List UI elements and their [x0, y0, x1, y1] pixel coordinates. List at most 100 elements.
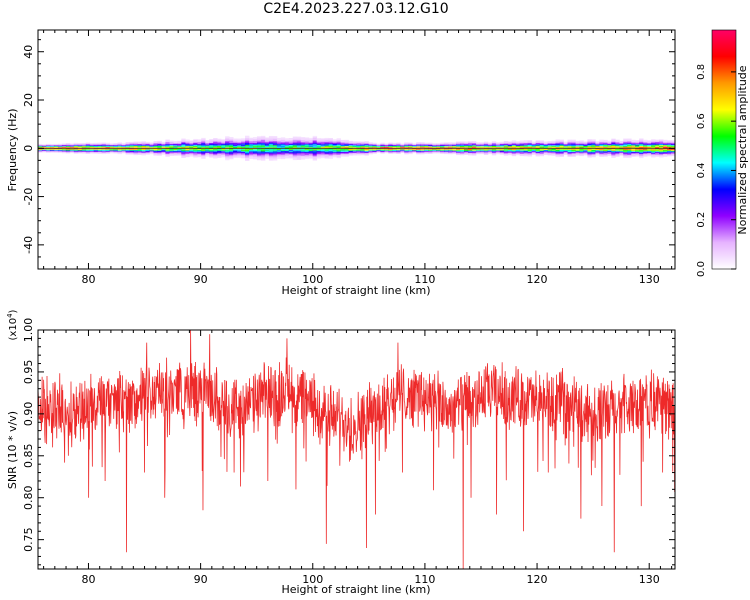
heatmap-cell [571, 153, 576, 155]
heatmap-cell [467, 141, 473, 143]
heatmap-cell [655, 154, 660, 155]
heatmap-cell [201, 139, 206, 141]
heatmap-cell [511, 145, 517, 147]
heatmap-cell [221, 156, 226, 158]
heatmap-cell [551, 142, 556, 144]
heatmap-cell [651, 142, 656, 144]
heatmap-cell [165, 156, 170, 157]
heatmap-cell [579, 152, 584, 153]
heatmap-cell [344, 143, 349, 145]
chart-title: C2E4.2023.227.03.12.G10 [263, 1, 449, 17]
heatmap-cell [264, 153, 270, 155]
heatmap-cell [583, 153, 588, 155]
heatmap-cell [615, 141, 620, 143]
heatmap-cell [153, 151, 158, 153]
heatmap-cell [249, 142, 254, 143]
heatmap-cell [133, 150, 138, 151]
heatmap-cell [272, 146, 278, 148]
heatmap-cell [623, 139, 628, 141]
heatmap-cell [137, 153, 142, 154]
heatmap-cell [499, 148, 505, 150]
heatmap-cell [507, 153, 513, 155]
heatmap-cell [607, 152, 612, 153]
heatmap-cell [296, 144, 302, 146]
heatmap-cell [221, 146, 226, 148]
spectrogram-heatmap [38, 135, 675, 161]
heatmap-cell [292, 147, 298, 149]
heatmap-cell [201, 148, 206, 150]
heatmap-cell [316, 144, 322, 145]
heatmap-cell [157, 148, 162, 150]
heatmap-cell [559, 152, 564, 154]
heatmap-cell [165, 141, 170, 142]
heatmap-cell [332, 151, 337, 153]
heatmap-cell [523, 140, 529, 142]
heatmap-cell [344, 141, 349, 143]
heatmap-cell [157, 146, 162, 148]
heatmap-cell [181, 140, 186, 142]
heatmap-cell [655, 149, 660, 150]
heatmap-cell [603, 156, 608, 157]
heatmap-cell [185, 154, 190, 155]
heatmap-cell [284, 141, 290, 143]
heatmap-cell [356, 144, 361, 146]
heatmap-cell [539, 153, 545, 155]
heatmap-cell [420, 153, 425, 155]
heatmap-cell [483, 154, 489, 156]
heatmap-cell [133, 144, 138, 145]
heatmap-cell [659, 139, 664, 140]
heatmap-cell [181, 153, 186, 154]
heatmap-cell [627, 151, 632, 153]
heatmap-cell [587, 151, 592, 153]
heatmap-cell [643, 153, 648, 155]
heatmap-cell [185, 146, 190, 148]
heatmap-cell [213, 143, 218, 145]
heatmap-cell [643, 144, 648, 145]
heatmap-cell [448, 146, 453, 148]
heatmap-cell [209, 156, 214, 158]
heatmap-cell [503, 154, 509, 156]
heatmap-cell [173, 153, 178, 154]
heatmap-cell [631, 142, 636, 144]
heatmap-cell [619, 154, 624, 156]
heatmap-cell [237, 146, 242, 148]
heatmap-cell [460, 147, 465, 148]
heatmap-cell [129, 141, 134, 143]
heatmap-cell [304, 158, 310, 160]
heatmap-cell [519, 148, 525, 150]
heatmap-cell [304, 138, 310, 140]
heatmap-cell [213, 144, 218, 145]
heatmap-cell [256, 148, 262, 150]
heatmap-cell [256, 145, 262, 147]
heatmap-cell [284, 148, 290, 150]
y-tick-label: 0.80 [22, 485, 35, 510]
heatmap-cell [344, 153, 349, 154]
heatmap-cell [503, 142, 509, 143]
heatmap-cell [125, 151, 130, 152]
heatmap-cell [539, 143, 545, 144]
heatmap-cell [547, 150, 552, 152]
heatmap-cell [368, 143, 373, 144]
heatmap-cell [316, 146, 322, 148]
heatmap-cell [249, 151, 254, 153]
heatmap-cell [332, 146, 337, 147]
heatmap-cell [153, 142, 158, 144]
heatmap-cell [145, 150, 150, 152]
heatmap-cell [312, 140, 318, 142]
heatmap-cell [213, 141, 218, 143]
heatmap-cell [491, 142, 497, 143]
heatmap-cell [659, 142, 664, 144]
heatmap-cell [249, 155, 254, 157]
heatmap-cell [249, 141, 254, 143]
heatmap-cell [671, 144, 675, 146]
heatmap-cell [627, 140, 632, 141]
heatmap-cell [555, 151, 560, 153]
heatmap-cell [491, 141, 497, 142]
heatmap-cell [463, 143, 469, 144]
heatmap-cell [312, 142, 318, 144]
heatmap-cell [595, 151, 600, 152]
heatmap-cell [539, 151, 545, 153]
heatmap-cell [173, 148, 178, 150]
heatmap-cell [611, 145, 616, 147]
heatmap-cell [364, 153, 369, 155]
